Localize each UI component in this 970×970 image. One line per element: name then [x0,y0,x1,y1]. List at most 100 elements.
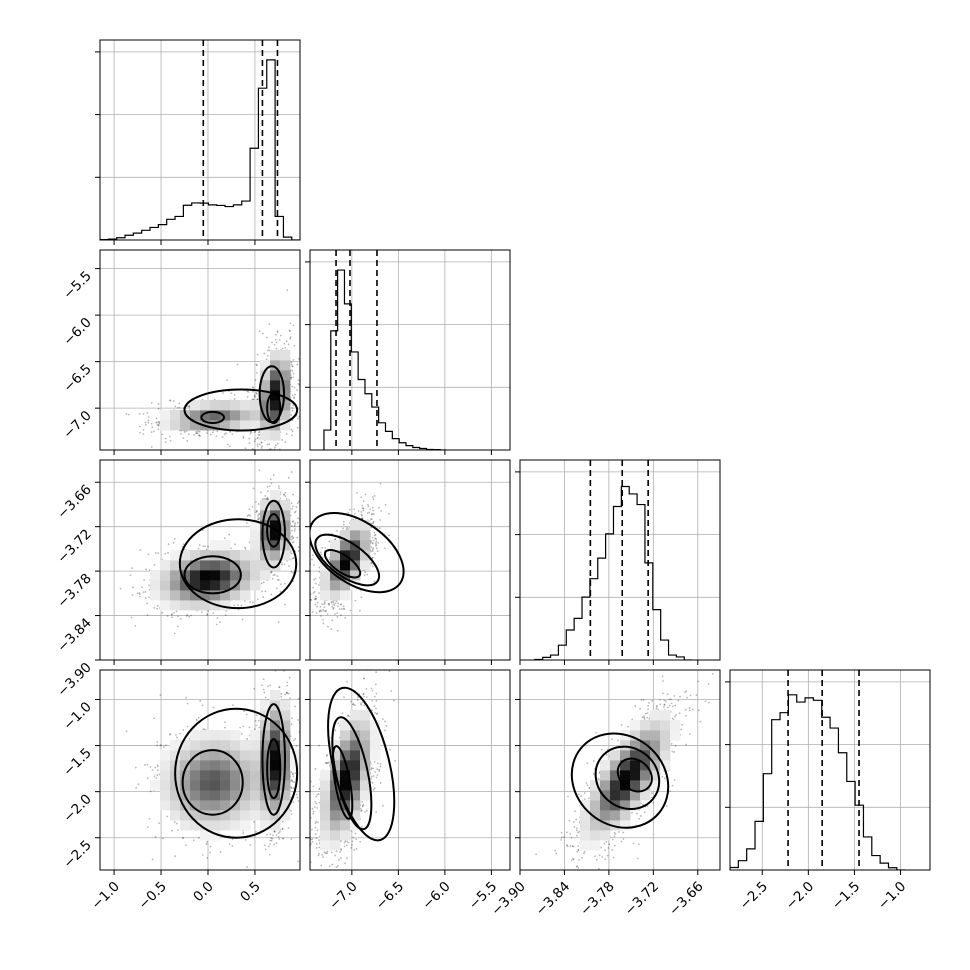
scatter-point [362,500,365,502]
scatter-point [172,400,175,402]
scatter-point [293,386,296,389]
scatter-point [296,426,299,429]
scatter-point [267,498,270,500]
density-cell [270,370,281,381]
scatter-point [286,289,289,292]
scatter-point [233,394,236,396]
density-cell [270,560,281,571]
scatter-point [363,574,366,577]
density-cell [330,550,341,561]
scatter-point [201,854,204,856]
scatter-point [291,370,294,372]
scatter-point [157,402,160,405]
histogram-panel-0 [95,39,301,245]
scatter-point [178,406,181,409]
scatter-point [243,546,246,549]
scatter-point [255,371,258,374]
density-cell [350,560,361,571]
scatter-point [156,605,159,607]
density-cell [280,550,291,561]
scatter-point [297,382,300,385]
density-cell [260,500,271,511]
scatter-point [255,392,258,395]
scatter-point [371,536,374,539]
scatter-point [281,439,283,441]
scatter-point [197,430,200,433]
scatter-point [260,491,262,494]
scatter-point [256,443,259,446]
scatter-point [378,506,380,509]
scatter-point [231,433,234,436]
scatter-point [292,775,295,778]
scatter-point [292,557,295,559]
density-cell [330,590,341,601]
scatter-point [338,608,341,610]
density-frame-2-1 [309,459,511,661]
scatter-point [352,518,355,521]
scatter-point [278,830,281,833]
density-cell [160,410,171,421]
scatter-point [320,610,323,613]
scatter-point [224,721,226,724]
scatter-point [294,510,297,513]
scatter-point [174,405,177,408]
scatter-point [144,421,147,424]
density-cell [350,570,361,581]
scatter-point [253,394,256,397]
scatter-point [261,332,264,335]
scatter-point [264,494,267,497]
density-cell [320,570,331,581]
scatter-point [303,379,305,381]
density-cell [230,550,241,561]
scatter-point [366,512,369,515]
scatter-point [181,837,184,839]
scatter-point [268,323,271,326]
scatter-point [245,522,248,524]
scatter-point [368,511,371,514]
density-cell [170,590,181,601]
scatter-point [177,615,179,618]
scatter-point [291,409,294,412]
density-cell [160,560,171,571]
scatter-point [379,482,382,485]
scatter-point [272,834,274,837]
scatter-point [293,396,296,399]
scatter-point [339,603,342,606]
scatter-point [153,717,155,720]
scatter-point [255,363,258,366]
scatter-point [361,514,363,517]
scatter-point [304,600,306,602]
scatter-point [296,521,299,524]
scatter-point [251,448,254,450]
scatter-point [291,430,294,433]
scatter-point [153,563,156,566]
scatter-point [201,611,203,614]
scatter-point [129,574,132,577]
scatter-point [169,399,172,402]
density-cell [230,560,241,571]
histogram-step-3 [730,694,906,870]
density-cell [340,580,351,591]
scatter-point [364,493,367,496]
density-cell [260,540,271,551]
density-cell [190,590,201,601]
scatter-point [258,469,261,472]
density-cell [280,420,291,431]
scatter-point [250,431,253,434]
scatter-point [296,389,298,391]
scatter-point [262,678,265,681]
scatter-point [370,539,373,542]
scatter-point [157,552,160,555]
scatter-point [249,601,252,603]
scatter-point [262,581,265,584]
scatter-point [193,434,195,436]
scatter-point [150,446,153,448]
scatter-point [375,545,377,547]
scatter-point [297,550,300,552]
scatter-point [251,386,254,389]
scatter-point [323,606,326,609]
scatter-point [319,605,322,608]
scatter-point [154,551,157,554]
scatter-point [313,590,316,593]
scatter-point [275,587,278,590]
